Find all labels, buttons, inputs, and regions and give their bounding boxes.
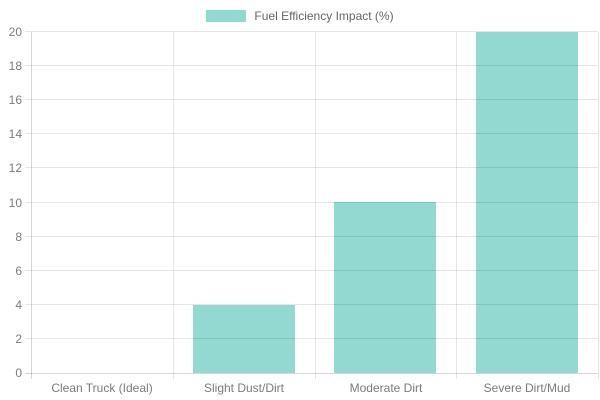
y-grid-line bbox=[25, 99, 598, 100]
x-tick-label: Severe Dirt/Mud bbox=[483, 381, 571, 395]
x-grid-line bbox=[598, 32, 599, 379]
x-axis-line bbox=[25, 373, 598, 374]
y-grid-line bbox=[25, 167, 598, 168]
y-tick-label: 0 bbox=[15, 366, 22, 380]
bar[interactable] bbox=[476, 32, 578, 373]
y-tick-label: 4 bbox=[15, 298, 22, 312]
x-grid-line bbox=[173, 32, 174, 379]
y-tick-label: 6 bbox=[15, 264, 22, 278]
y-tick-label: 14 bbox=[8, 127, 22, 141]
y-axis-line bbox=[31, 32, 32, 379]
y-tick-label: 12 bbox=[8, 161, 22, 175]
bar[interactable] bbox=[193, 305, 295, 373]
y-grid-line bbox=[25, 304, 598, 305]
y-grid-line bbox=[25, 270, 598, 271]
y-grid-line bbox=[25, 65, 598, 66]
legend-swatch bbox=[206, 10, 247, 22]
bar[interactable] bbox=[334, 202, 436, 373]
y-grid-line bbox=[25, 338, 598, 339]
y-tick-label: 8 bbox=[15, 230, 22, 244]
y-tick-label: 18 bbox=[8, 59, 22, 73]
x-grid-line bbox=[315, 32, 316, 379]
x-tick-label: Clean Truck (Ideal) bbox=[51, 381, 153, 395]
legend-item[interactable]: Fuel Efficiency Impact (%) bbox=[206, 9, 394, 23]
y-grid-line bbox=[25, 133, 598, 134]
y-tick-label: 10 bbox=[8, 196, 22, 210]
y-tick-label: 20 bbox=[8, 25, 22, 39]
y-grid-line bbox=[25, 31, 598, 32]
y-grid-line bbox=[25, 202, 598, 203]
y-tick-label: 2 bbox=[15, 332, 22, 346]
x-grid-line bbox=[456, 32, 457, 379]
x-tick-label: Moderate Dirt bbox=[349, 381, 423, 395]
plot-area: 0 2 4 6 8 10 12 14 16 18 20 Clean Truck (Ideal) Slig… bbox=[9, 25, 599, 395]
x-tick-label: Slight Dust/Dirt bbox=[203, 381, 285, 395]
y-tick-label: 16 bbox=[8, 93, 22, 107]
chart-legend: Fuel Efficiency Impact (%) bbox=[0, 8, 600, 24]
y-grid-line bbox=[25, 236, 598, 237]
legend-label: Fuel Efficiency Impact (%) bbox=[254, 9, 394, 23]
